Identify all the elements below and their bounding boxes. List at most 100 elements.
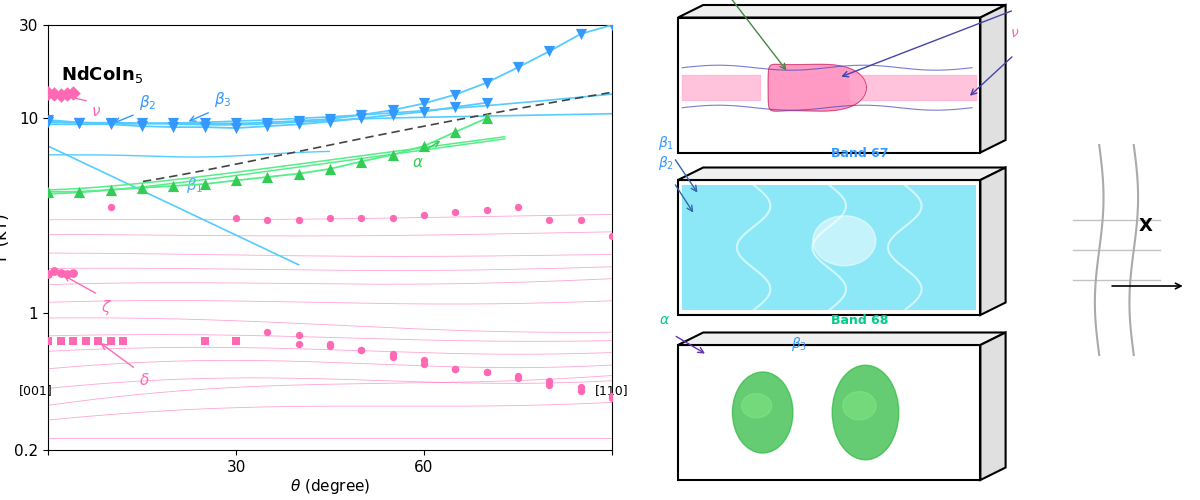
Point (289, 330, 308, 338)
Point (445, 365, 464, 373)
Point (132, 122, 151, 130)
Point (445, 90, 464, 98)
Polygon shape (678, 180, 980, 315)
Point (64, 268, 83, 276)
Point (383, 106, 402, 114)
Point (478, 78, 497, 86)
Point (383, 353, 402, 361)
Text: Band 68: Band 68 (830, 314, 888, 326)
Point (89, 338, 108, 345)
Point (571, 216, 590, 224)
Text: $\delta$: $\delta$ (139, 372, 150, 388)
Polygon shape (678, 18, 980, 152)
Point (258, 118, 277, 126)
Point (50, 338, 70, 345)
Text: [110]: [110] (595, 384, 629, 397)
Text: $\alpha$: $\alpha$ (659, 314, 670, 328)
Point (44, 267, 64, 275)
Point (478, 98, 497, 106)
Point (320, 214, 340, 222)
Polygon shape (980, 332, 1006, 480)
Point (64, 338, 83, 345)
Text: $\beta_1$: $\beta_1$ (658, 134, 674, 152)
Point (58, 270, 77, 278)
Point (70, 188, 89, 196)
Point (571, 30, 590, 38)
Point (38, 88, 58, 96)
Point (289, 340, 308, 347)
Point (478, 206, 497, 214)
X-axis label: $\theta$ (degree): $\theta$ (degree) (289, 478, 371, 496)
Point (571, 383, 590, 391)
Point (114, 338, 133, 345)
Point (383, 214, 402, 222)
Point (602, 232, 622, 240)
Point (289, 120, 308, 128)
Point (258, 173, 277, 181)
Point (70, 118, 89, 126)
Point (50, 268, 70, 276)
Ellipse shape (742, 394, 772, 418)
Text: $\beta_3$: $\beta_3$ (791, 335, 808, 353)
Point (227, 214, 246, 222)
Text: $\beta_2$: $\beta_2$ (658, 154, 674, 172)
Point (320, 118, 340, 126)
Point (352, 214, 371, 222)
Point (320, 165, 340, 173)
Point (478, 368, 497, 376)
Point (352, 158, 371, 166)
Point (414, 360, 433, 368)
Point (540, 48, 559, 56)
Point (58, 90, 77, 98)
Point (602, 394, 622, 402)
Point (101, 120, 120, 128)
Text: $\beta_1$: $\beta_1$ (186, 176, 203, 195)
Point (445, 365, 464, 373)
Point (196, 338, 215, 345)
Point (258, 122, 277, 130)
Polygon shape (980, 5, 1006, 152)
Point (540, 216, 559, 224)
Point (383, 150, 402, 158)
Text: Band 67: Band 67 (830, 147, 888, 160)
Point (132, 184, 151, 192)
Point (509, 372, 528, 380)
Point (602, 21, 622, 29)
Point (320, 340, 340, 347)
Point (320, 342, 340, 350)
Point (227, 338, 246, 345)
Point (50, 92, 70, 100)
Point (163, 123, 182, 131)
Point (509, 374, 528, 382)
Point (414, 100, 433, 108)
Point (38, 338, 58, 345)
Point (320, 115, 340, 123)
Point (289, 117, 308, 125)
Text: $\nu$: $\nu$ (91, 104, 101, 119)
Point (289, 216, 308, 224)
Point (445, 103, 464, 111)
Point (602, 392, 622, 400)
Point (540, 381, 559, 389)
Point (101, 120, 120, 128)
Text: $\zeta$: $\zeta$ (101, 298, 113, 317)
Point (352, 346, 371, 354)
Point (352, 114, 371, 122)
Point (445, 128, 464, 136)
Polygon shape (683, 185, 977, 310)
Point (478, 114, 497, 122)
Point (70, 118, 89, 126)
Text: $\alpha$: $\alpha$ (412, 154, 424, 170)
Point (414, 108, 433, 116)
Text: [001]: [001] (18, 384, 53, 397)
Point (352, 346, 371, 354)
Point (163, 120, 182, 128)
Text: $\beta_2$: $\beta_2$ (139, 92, 156, 112)
Point (76, 338, 95, 345)
Ellipse shape (812, 216, 876, 266)
Point (571, 387, 590, 395)
Point (101, 186, 120, 194)
Point (101, 338, 120, 345)
Text: X: X (1139, 217, 1152, 235)
Point (540, 377, 559, 385)
